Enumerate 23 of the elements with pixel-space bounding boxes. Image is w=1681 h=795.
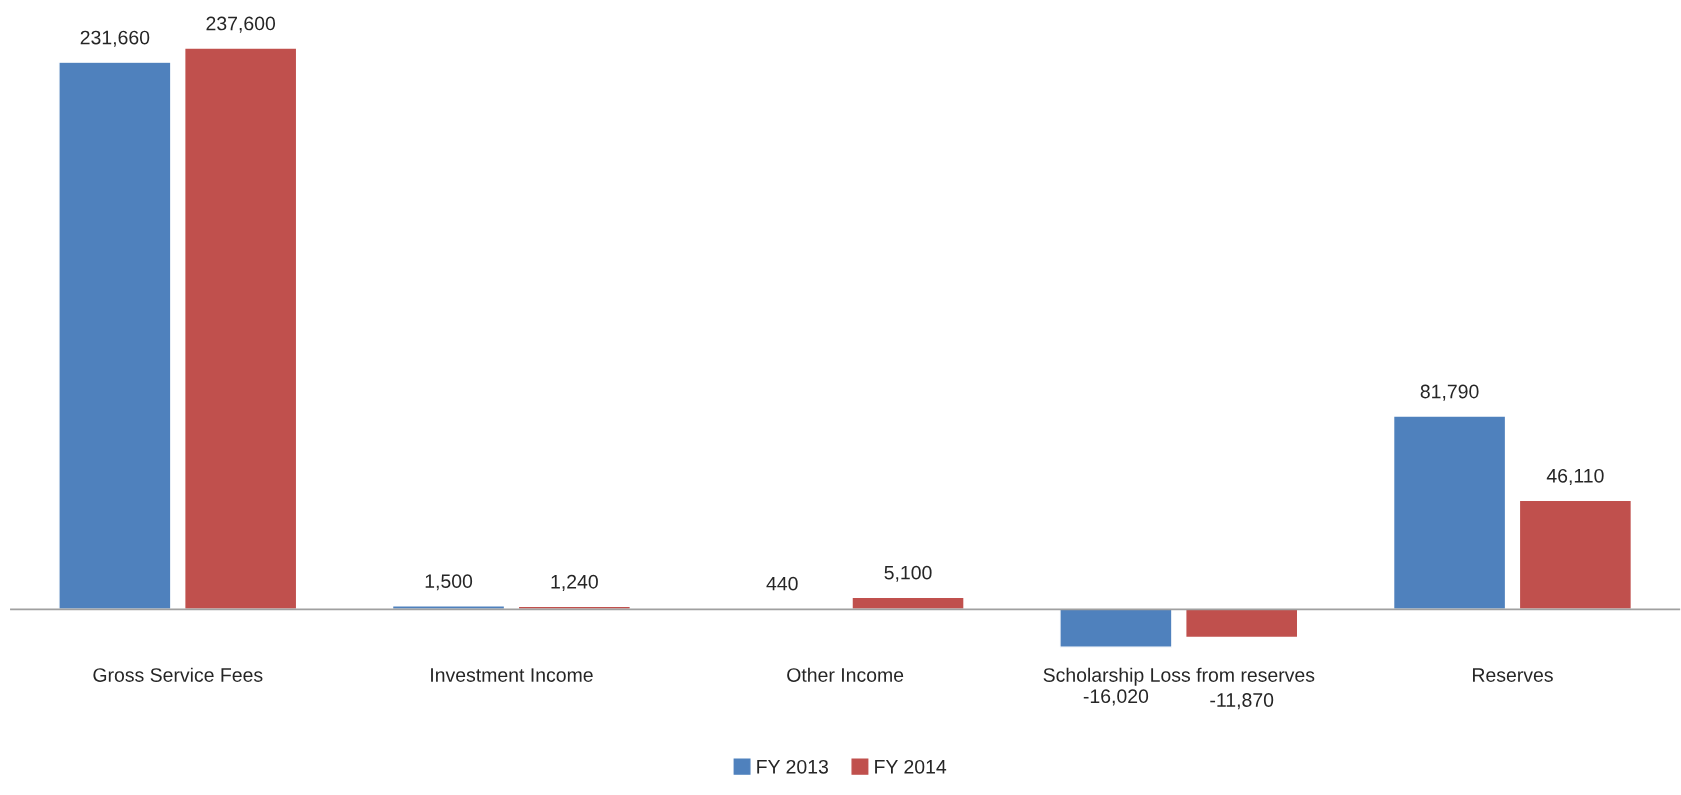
bar xyxy=(1518,499,1633,610)
bar xyxy=(183,48,298,610)
x-tick-label: Investment Income xyxy=(431,668,593,682)
data-label: 5,100 xyxy=(884,565,932,582)
data-label: -11,870 xyxy=(1210,693,1274,710)
data-label: 1,500 xyxy=(425,574,473,591)
data-label: 1,240 xyxy=(551,574,598,591)
data-label: 81,790 xyxy=(1420,384,1479,401)
data-label: 231,660 xyxy=(80,30,150,47)
data-label: 440 xyxy=(766,576,798,591)
x-tick-label: Scholarship Loss from reserves xyxy=(1043,667,1315,686)
x-tick-label: Other Income xyxy=(787,667,904,682)
x-tick-label: Reserves xyxy=(1473,668,1553,682)
bar xyxy=(58,61,172,610)
legend-label: FY 2014 xyxy=(875,759,947,774)
x-tick-label: Gross Service Fees xyxy=(93,667,263,682)
data-label: 237,600 xyxy=(206,16,276,33)
data-label: -16,020 xyxy=(1083,689,1149,706)
legend-label: FY 2013 xyxy=(757,759,828,774)
bar xyxy=(1392,415,1507,610)
bar xyxy=(1059,608,1173,648)
bar xyxy=(1185,608,1299,639)
data-label: 46,110 xyxy=(1546,468,1604,485)
